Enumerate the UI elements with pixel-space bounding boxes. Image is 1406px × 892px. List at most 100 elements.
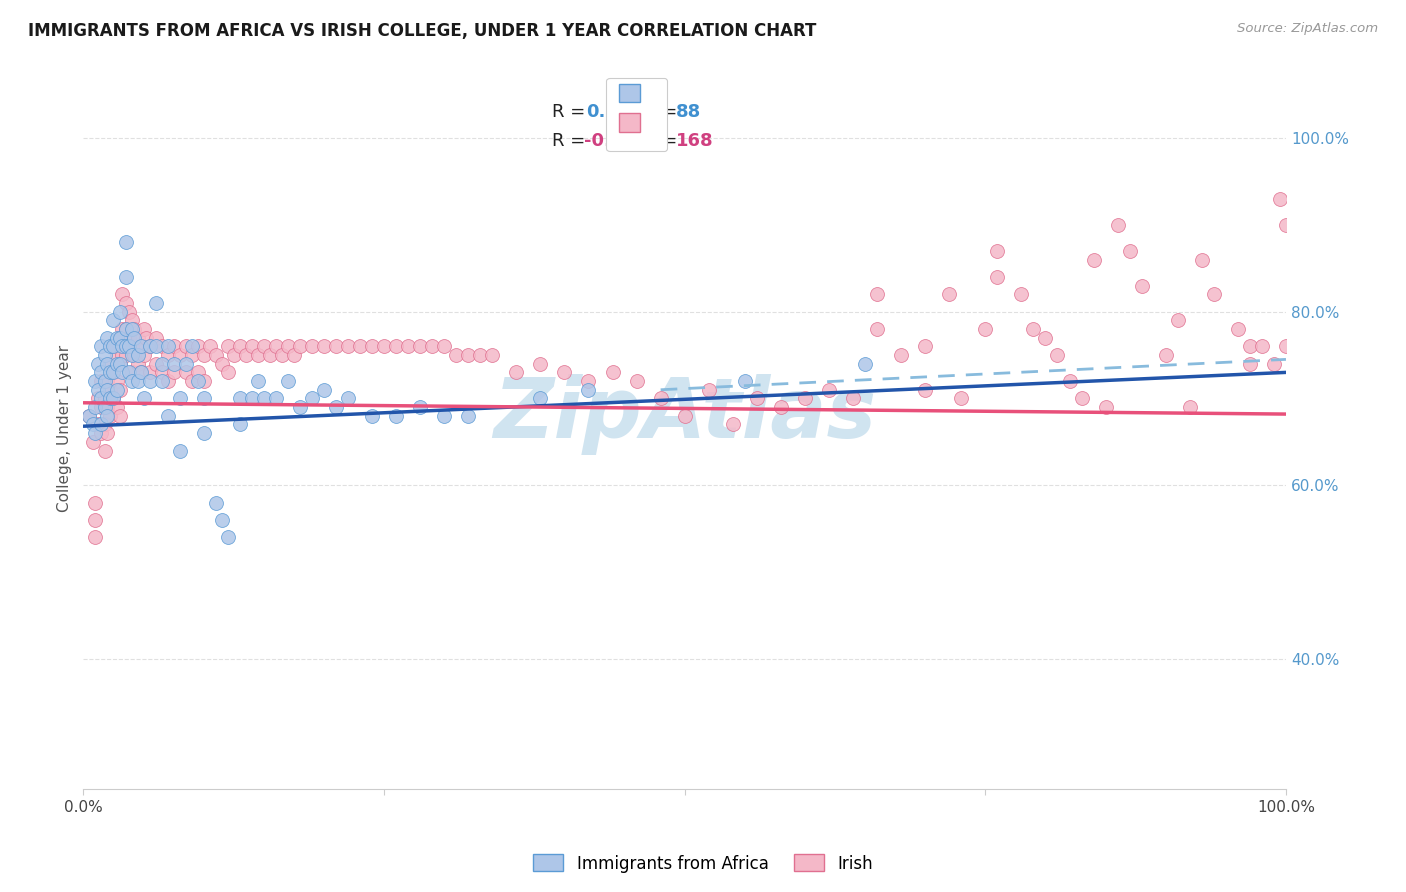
Point <box>111 365 134 379</box>
Point <box>650 392 672 406</box>
Point <box>420 339 443 353</box>
Point <box>145 296 167 310</box>
Point <box>90 392 112 406</box>
Point <box>283 348 305 362</box>
Point <box>385 339 408 353</box>
Point <box>842 392 865 406</box>
Point <box>193 374 215 388</box>
Point <box>794 392 817 406</box>
Point <box>409 400 432 414</box>
Legend: , : , <box>606 78 668 152</box>
Point <box>986 244 1008 258</box>
Point <box>1094 400 1116 414</box>
Point <box>974 322 997 336</box>
Point <box>222 348 245 362</box>
Point <box>121 313 143 327</box>
Point <box>1263 357 1285 371</box>
Legend: Immigrants from Africa, Irish: Immigrants from Africa, Irish <box>527 847 879 880</box>
Point <box>270 348 292 362</box>
Point <box>180 339 202 353</box>
Point <box>138 339 160 353</box>
Point <box>235 348 257 362</box>
Point <box>174 357 197 371</box>
Point <box>79 409 101 423</box>
Point <box>1070 392 1092 406</box>
Point <box>673 409 696 423</box>
Point <box>1275 339 1298 353</box>
Point <box>1107 218 1129 232</box>
Point <box>150 357 173 371</box>
Point <box>118 365 141 379</box>
Point <box>505 365 527 379</box>
Point <box>129 365 152 379</box>
Point <box>866 287 889 301</box>
Point <box>349 339 371 353</box>
Point <box>277 339 299 353</box>
Text: IMMIGRANTS FROM AFRICA VS IRISH COLLEGE, UNDER 1 YEAR CORRELATION CHART: IMMIGRANTS FROM AFRICA VS IRISH COLLEGE,… <box>28 22 817 40</box>
Point <box>602 365 624 379</box>
Point <box>111 339 134 353</box>
Point <box>96 426 118 441</box>
Point <box>111 348 134 362</box>
Point <box>105 331 128 345</box>
Point <box>325 339 347 353</box>
Point <box>108 383 131 397</box>
Text: 168: 168 <box>676 132 714 150</box>
Point <box>1251 339 1274 353</box>
Point <box>433 409 456 423</box>
Point <box>187 339 209 353</box>
Point <box>1226 322 1249 336</box>
Point <box>229 339 252 353</box>
Point <box>288 400 311 414</box>
Text: 88: 88 <box>676 103 702 120</box>
Point <box>457 348 479 362</box>
Point <box>229 417 252 432</box>
Point <box>1130 278 1153 293</box>
Point <box>114 339 136 353</box>
Point <box>264 392 287 406</box>
Text: Source: ZipAtlas.com: Source: ZipAtlas.com <box>1237 22 1378 36</box>
Point <box>94 400 117 414</box>
Point <box>193 348 215 362</box>
Point <box>1275 218 1298 232</box>
Point <box>127 374 149 388</box>
Point <box>118 331 141 345</box>
Point <box>108 357 131 371</box>
Point <box>114 235 136 249</box>
Point <box>385 409 408 423</box>
Point <box>1083 252 1105 267</box>
Point <box>312 383 335 397</box>
Point <box>986 269 1008 284</box>
Point <box>129 365 152 379</box>
Point <box>127 357 149 371</box>
Point <box>156 348 179 362</box>
Point <box>204 495 226 509</box>
Point <box>1268 192 1291 206</box>
Point <box>82 434 104 449</box>
Point <box>108 409 131 423</box>
Point <box>84 530 107 544</box>
Point <box>240 339 263 353</box>
Point <box>118 339 141 353</box>
Point <box>211 513 233 527</box>
Point <box>337 392 360 406</box>
Point <box>94 348 117 362</box>
Point <box>180 374 202 388</box>
Point <box>132 392 155 406</box>
Point <box>246 374 269 388</box>
Point <box>866 322 889 336</box>
Point <box>135 331 157 345</box>
Point <box>105 383 128 397</box>
Point <box>132 322 155 336</box>
Point <box>129 339 152 353</box>
Point <box>529 392 551 406</box>
Point <box>162 339 184 353</box>
Point <box>103 313 125 327</box>
Point <box>1118 244 1140 258</box>
Point <box>470 348 492 362</box>
Point <box>138 365 160 379</box>
Point <box>578 374 600 388</box>
Point <box>108 304 131 318</box>
Point <box>111 322 134 336</box>
Point <box>288 339 311 353</box>
